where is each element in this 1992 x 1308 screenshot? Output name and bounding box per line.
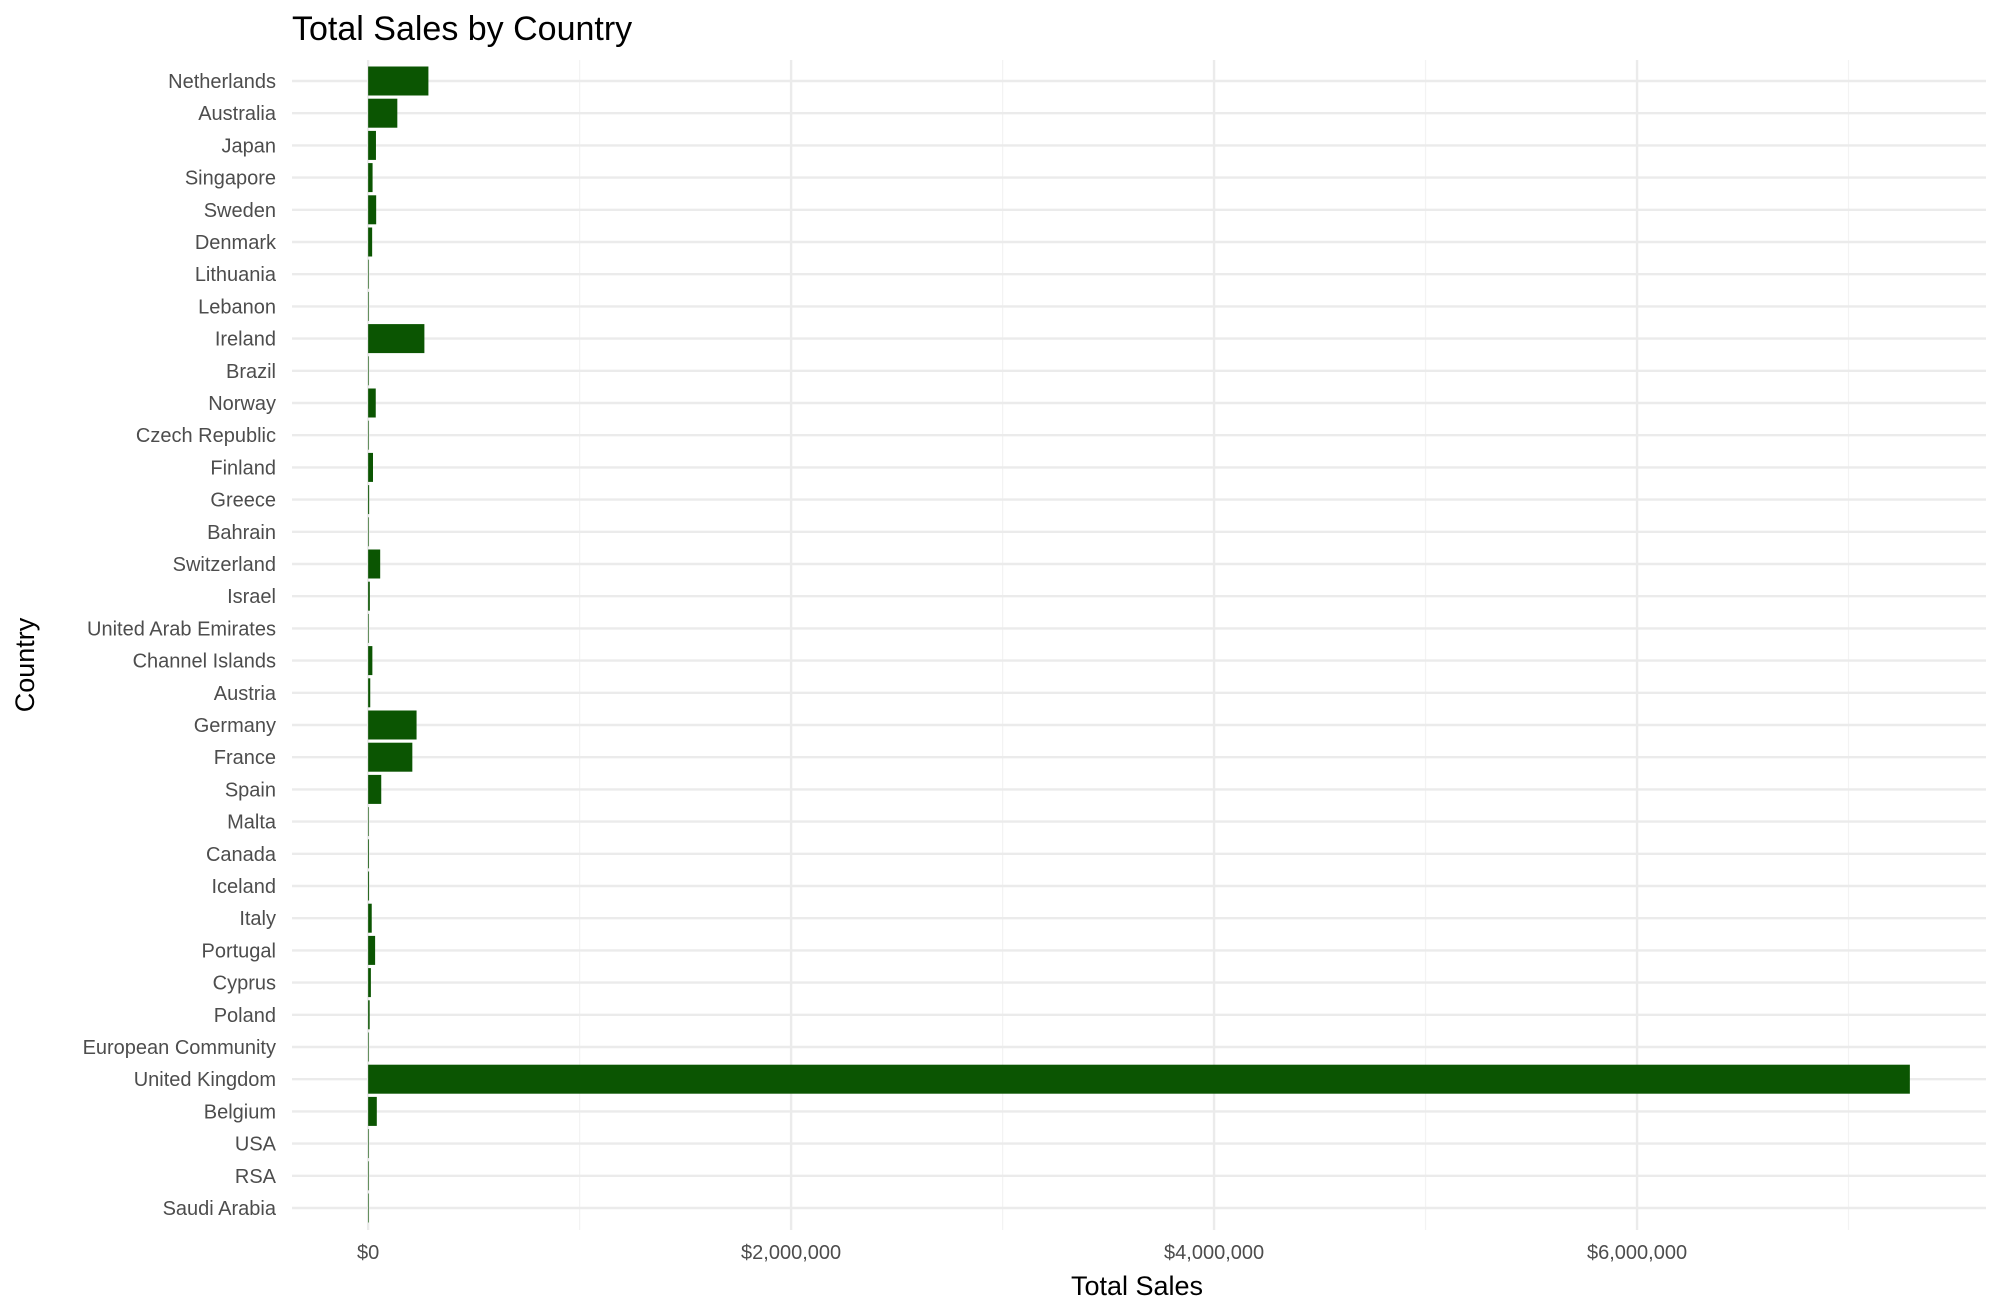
- y-tick-label: Channel Islands: [133, 651, 276, 673]
- y-tick-label: Malta: [227, 812, 277, 834]
- y-tick-label: Bahrain: [207, 522, 276, 544]
- y-tick-label: Saudi Arabia: [163, 1198, 277, 1220]
- y-tick-label: Italy: [239, 908, 276, 930]
- bar: [368, 1161, 369, 1191]
- bar: [368, 710, 417, 740]
- y-tick-label: Denmark: [195, 232, 277, 254]
- x-axis-tick-labels: $0 $2,000,000 $4,000,000 $6,000,000: [357, 1242, 1687, 1264]
- y-tick-label: European Community: [83, 1037, 276, 1059]
- bar: [368, 1129, 369, 1159]
- y-tick-label: Canada: [206, 844, 277, 866]
- bar: [368, 581, 370, 611]
- y-tick-label: Brazil: [226, 361, 276, 383]
- bar: [368, 163, 373, 193]
- bar: [368, 1193, 369, 1223]
- bar: [368, 452, 373, 482]
- bar: [368, 807, 369, 837]
- bar: [368, 839, 369, 869]
- bars: [368, 66, 1910, 1223]
- x-tick-label: $2,000,000: [741, 1242, 841, 1264]
- x-tick-label: $6,000,000: [1587, 1242, 1687, 1264]
- bar: [368, 1096, 377, 1126]
- y-tick-label: Ireland: [215, 329, 276, 351]
- y-tick-label: Israel: [227, 586, 276, 608]
- bar: [368, 903, 372, 933]
- bar: [368, 1000, 370, 1030]
- y-tick-label: USA: [235, 1134, 277, 1156]
- y-tick-label: Belgium: [204, 1101, 276, 1123]
- bar: [368, 517, 369, 547]
- bar: [368, 1032, 369, 1062]
- y-tick-label: Australia: [198, 103, 277, 125]
- bar: [368, 66, 429, 96]
- y-tick-label: Spain: [225, 779, 276, 801]
- y-tick-label: Czech Republic: [136, 425, 276, 447]
- y-tick-label: Portugal: [202, 940, 277, 962]
- y-tick-label: Switzerland: [173, 554, 276, 576]
- bar: [368, 356, 369, 386]
- bar: [368, 742, 413, 772]
- x-axis-title: Total Sales: [1071, 1271, 1203, 1301]
- y-tick-label: Cyprus: [213, 973, 276, 995]
- y-tick-label: Austria: [214, 683, 277, 705]
- y-tick-label: Singapore: [185, 168, 276, 190]
- bar: [368, 420, 369, 450]
- bar: [368, 98, 398, 128]
- y-tick-label: Sweden: [204, 200, 276, 222]
- y-tick-label: United Kingdom: [134, 1069, 276, 1091]
- bar: [368, 130, 376, 160]
- bar: [368, 324, 425, 354]
- y-tick-label: France: [214, 747, 276, 769]
- bar: [368, 291, 369, 321]
- y-tick-label: Lebanon: [198, 296, 276, 318]
- y-tick-label: Netherlands: [168, 71, 276, 93]
- y-tick-label: RSA: [235, 1166, 277, 1188]
- bar: [368, 871, 370, 901]
- y-tick-label: Finland: [210, 457, 276, 479]
- y-tick-label: United Arab Emirates: [87, 618, 276, 640]
- bar: [368, 678, 371, 708]
- x-tick-label: $0: [357, 1242, 379, 1264]
- x-tick-label: $4,000,000: [1164, 1242, 1264, 1264]
- y-tick-label: Lithuania: [195, 264, 277, 286]
- y-tick-label: Iceland: [212, 876, 277, 898]
- bar: [368, 935, 376, 965]
- bar: [368, 388, 376, 418]
- bar: [368, 774, 382, 804]
- bar: [368, 646, 373, 676]
- y-tick-label: Greece: [210, 490, 276, 512]
- y-axis-tick-labels: Netherlands Australia Japan Singapore Sweden…: [83, 71, 277, 1220]
- y-tick-label: Japan: [222, 135, 277, 157]
- y-tick-label: Germany: [194, 715, 276, 737]
- y-tick-label: Norway: [208, 393, 276, 415]
- y-tick-label: Poland: [214, 1005, 276, 1027]
- bar: [368, 195, 377, 225]
- bar: [368, 227, 373, 257]
- bar: [368, 485, 370, 515]
- bar: [368, 259, 369, 289]
- grid: [292, 60, 1986, 1230]
- bar: [368, 549, 381, 579]
- y-axis-title: Country: [10, 617, 40, 712]
- bar: [368, 613, 369, 643]
- bar: [368, 968, 371, 998]
- bar: [368, 1064, 1910, 1094]
- chart-title: Total Sales by Country: [292, 10, 632, 48]
